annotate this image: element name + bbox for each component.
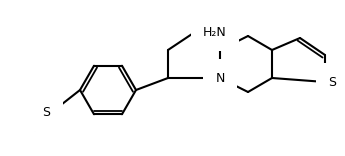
Text: N: N <box>215 71 225 85</box>
Text: H₂N: H₂N <box>203 25 227 39</box>
Text: S: S <box>42 105 50 119</box>
Text: S: S <box>328 76 336 88</box>
